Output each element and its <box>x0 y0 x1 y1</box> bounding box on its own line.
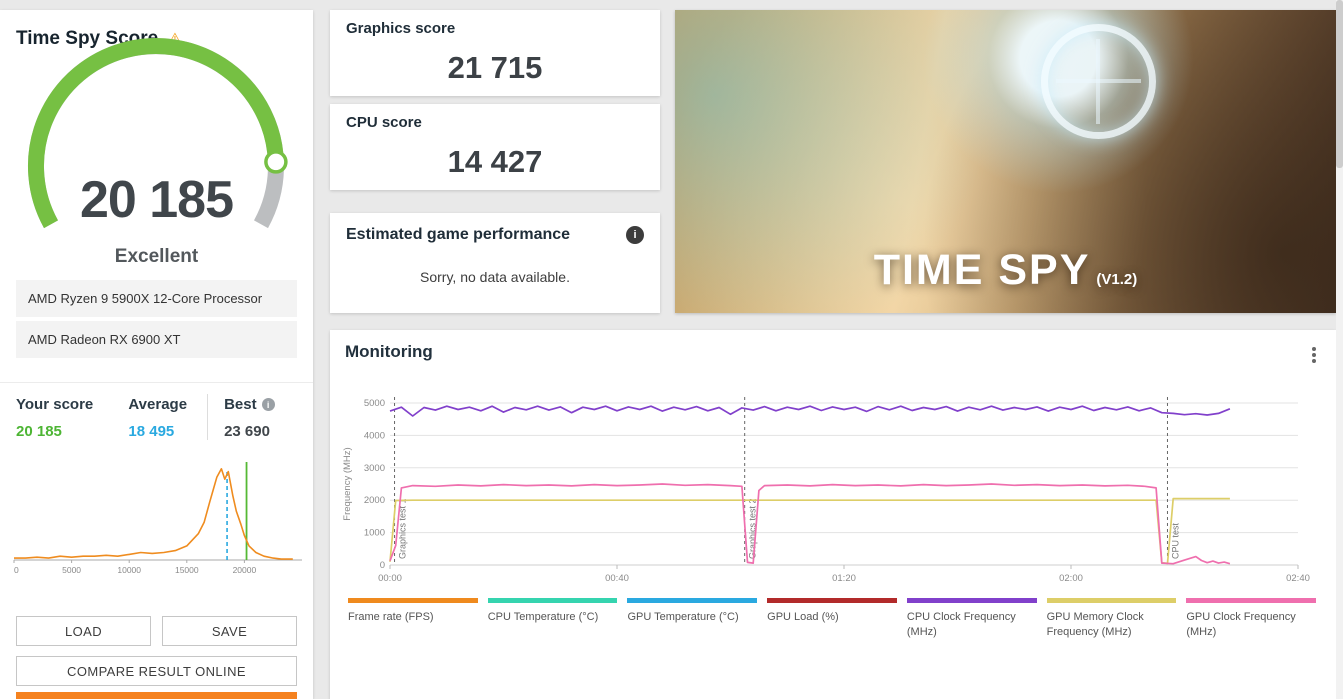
legend-color-bar <box>1046 598 1177 603</box>
best-score-label: Best i <box>224 396 275 413</box>
legend-color-bar <box>767 598 897 603</box>
legend-label: CPU Clock Frequency (MHz) <box>906 611 1016 638</box>
info-icon[interactable]: i <box>626 226 644 244</box>
cpu-name-bar: AMD Ryzen 9 5900X 12-Core Processor <box>16 280 297 317</box>
best-score-column: Best i 23 690 <box>207 394 297 440</box>
average-score-column: Average 18 495 <box>128 394 207 440</box>
svg-text:0: 0 <box>380 560 385 571</box>
panel-title-row: Time Spy Score ⚠ <box>16 28 182 50</box>
svg-text:10000: 10000 <box>117 565 141 575</box>
legend-label: GPU Clock Frequency (MHz) <box>1186 611 1296 638</box>
score-gauge <box>27 38 288 229</box>
svg-text:2000: 2000 <box>364 495 385 506</box>
svg-text:00:00: 00:00 <box>378 573 402 584</box>
svg-text:Graphics test 2: Graphics test 2 <box>748 498 758 559</box>
kebab-menu-icon[interactable] <box>1306 342 1322 368</box>
legend-item[interactable]: GPU Load (%) <box>767 598 897 640</box>
monitoring-title: Monitoring <box>345 342 433 361</box>
hero-title: TIME SPY (V1.2) <box>675 246 1336 295</box>
svg-text:00:40: 00:40 <box>605 573 629 584</box>
load-button[interactable]: LOAD <box>16 616 151 646</box>
svg-text:4000: 4000 <box>364 430 385 441</box>
graphics-score-value: 21 715 <box>447 50 543 85</box>
svg-text:0: 0 <box>14 565 19 575</box>
svg-text:3000: 3000 <box>364 463 385 474</box>
compare-result-online-button[interactable]: COMPARE RESULT ONLINE <box>16 656 297 686</box>
svg-text:5000: 5000 <box>364 398 385 409</box>
graphics-score-label: Graphics score <box>346 20 456 37</box>
svg-text:02:00: 02:00 <box>1059 573 1083 584</box>
svg-text:1000: 1000 <box>364 528 385 539</box>
legend-label: CPU Temperature (°C) <box>487 611 599 623</box>
legend-color-bar <box>348 598 478 603</box>
legend-color-bar <box>1186 598 1317 603</box>
cpu-name: AMD Ryzen 9 5900X 12-Core Processor <box>28 291 263 306</box>
svg-text:15000: 15000 <box>175 565 199 575</box>
svg-text:5000: 5000 <box>62 565 81 575</box>
best-score-value: 23 690 <box>224 423 270 440</box>
divider <box>0 382 313 383</box>
average-score-label: Average <box>128 396 188 413</box>
legend-item[interactable]: Frame rate (FPS) <box>348 598 478 640</box>
hero-title-text: TIME SPY <box>873 246 1091 294</box>
svg-text:Graphics test 1: Graphics test 1 <box>398 498 408 559</box>
legend-color-bar <box>627 598 758 603</box>
your-score-column: Your score 20 185 <box>16 394 128 440</box>
svg-text:20000: 20000 <box>233 565 257 575</box>
estimated-performance-message: Sorry, no data available. <box>420 269 570 285</box>
scrollbar-track[interactable] <box>1336 0 1343 699</box>
best-score-label-text: Best <box>224 396 257 413</box>
legend-item[interactable]: GPU Memory Clock Frequency (MHz) <box>1046 598 1177 640</box>
legend-color-bar <box>487 598 618 603</box>
svg-text:Frequency (MHz): Frequency (MHz) <box>342 447 353 520</box>
svg-text:CPU test: CPU test <box>1170 522 1180 559</box>
primary-action-button[interactable] <box>16 692 297 699</box>
time-spy-score-panel: Time Spy Score ⚠ 20 185 Excellent AMD Ry… <box>0 10 313 699</box>
estimated-performance-card: Estimated game performance i Sorry, no d… <box>330 213 660 313</box>
warning-icon[interactable]: ⚠ <box>167 29 183 49</box>
graphics-score-card: Graphics score 21 715 <box>330 10 660 96</box>
monitoring-legend: Frame rate (FPS) CPU Temperature (°C) GPU … <box>348 598 1317 640</box>
legend-item[interactable]: CPU Temperature (°C) <box>487 598 618 640</box>
legend-label: GPU Load (%) <box>767 611 839 623</box>
average-score-value: 18 495 <box>128 423 175 440</box>
cpu-score-value: 14 427 <box>447 144 543 179</box>
time-spy-hero-image: TIME SPY (V1.2) <box>675 10 1336 313</box>
save-button[interactable]: SAVE <box>162 616 297 646</box>
gpu-name-bar: AMD Radeon RX 6900 XT <box>16 321 297 358</box>
score-histogram: 0 5000 10000 15000 20000 <box>13 462 302 575</box>
monitoring-panel: Monitoring 0 1000 2000 3000 4000 5000 00:00 00:… <box>330 330 1336 699</box>
legend-item[interactable]: CPU Clock Frequency (MHz) <box>906 598 1037 640</box>
monitoring-chart: 0 1000 2000 3000 4000 5000 00:00 00:40 01:20 02:0… <box>342 397 1310 584</box>
overall-score: 20 185 <box>79 171 234 229</box>
hero-version-text: (V1.2) <box>1096 271 1138 288</box>
scrollbar-thumb[interactable] <box>1336 0 1343 168</box>
legend-color-bar <box>906 598 1037 603</box>
legend-item[interactable]: GPU Clock Frequency (MHz) <box>1186 598 1317 640</box>
svg-text:01:20: 01:20 <box>832 573 856 584</box>
legend-label: GPU Temperature (°C) <box>627 611 739 623</box>
best-info-icon[interactable]: i <box>261 398 275 411</box>
cpu-score-card: CPU score 14 427 <box>330 104 660 190</box>
score-comparison: Your score 20 185 Average 18 495 Best i … <box>16 394 297 440</box>
svg-text:02:40: 02:40 <box>1286 573 1310 584</box>
legend-label: GPU Memory Clock Frequency (MHz) <box>1046 611 1144 638</box>
magnifier-lens-graphic <box>1041 24 1156 139</box>
estimated-performance-label: Estimated game performance <box>346 226 571 243</box>
legend-label: Frame rate (FPS) <box>348 611 434 623</box>
panel-title: Time Spy Score <box>16 28 159 49</box>
legend-item[interactable]: GPU Temperature (°C) <box>627 598 758 640</box>
gpu-name: AMD Radeon RX 6900 XT <box>28 332 181 347</box>
your-score-label: Your score <box>16 396 94 413</box>
score-rating: Excellent <box>114 246 199 267</box>
cpu-score-label: CPU score <box>346 114 422 131</box>
your-score-value: 20 185 <box>16 423 62 440</box>
